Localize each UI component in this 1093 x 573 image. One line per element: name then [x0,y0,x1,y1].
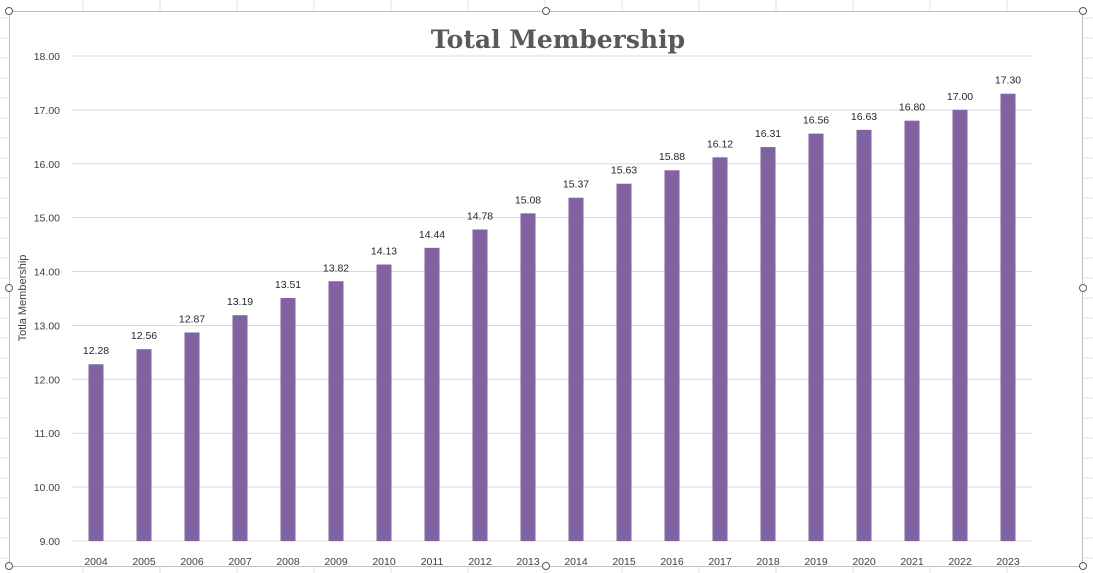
bar[interactable] [232,315,248,541]
resize-handle-bottom-center[interactable] [542,562,550,570]
bar[interactable] [136,349,152,541]
data-label: 16.12 [707,138,733,150]
bar[interactable] [1000,93,1016,541]
x-tick-label: 2007 [228,556,252,568]
data-label: 12.87 [179,313,205,325]
bar[interactable] [808,133,824,541]
data-label: 14.13 [371,246,397,258]
x-tick-label: 2005 [132,556,156,568]
data-label: 12.56 [131,330,157,342]
y-tick-label: 12.00 [34,374,60,386]
data-labels: 12.28 12.56 12.87 13.19 13.51 13.82 14.13 14.44… [83,75,1021,358]
bar[interactable] [904,120,920,542]
bar[interactable] [520,213,536,541]
data-label: 16.63 [851,111,877,123]
x-tick-label: 2011 [421,556,444,568]
y-axis-ticks: 9.00 10.00 11.00 12.00 13.00 14.00 15.00 16.00 1… [34,51,60,548]
bar[interactable] [568,197,584,541]
data-label: 12.28 [83,345,109,357]
y-tick-label: 13.00 [34,320,60,332]
x-tick-label: 2004 [84,556,108,568]
x-tick-label: 2014 [564,556,588,568]
y-tick-label: 14.00 [34,267,60,279]
x-axis-ticks: 2004 2005 2006 2007 2008 2009 2010 2011 2012 2013… [84,556,1020,568]
bar[interactable] [280,297,296,541]
data-label: 17.30 [995,75,1021,87]
bar[interactable] [184,332,200,541]
bar[interactable] [712,157,728,542]
data-label: 15.08 [515,194,541,206]
bar[interactable] [328,281,344,541]
data-label: 17.00 [947,91,973,103]
x-tick-label: 2018 [756,556,780,568]
bar[interactable] [88,364,104,541]
x-tick-label: 2010 [372,556,396,568]
bar[interactable] [760,147,776,542]
x-tick-label: 2009 [324,556,348,568]
data-label: 16.80 [899,102,925,114]
y-axis-title: Totla Membership [17,255,29,342]
data-label: 13.19 [227,296,253,308]
bar[interactable] [856,129,872,542]
x-tick-label: 2016 [660,556,684,568]
chart-gridlines [72,55,1032,542]
data-label: 13.82 [323,262,349,274]
y-tick-label: 17.00 [34,105,60,117]
resize-handle-top-center[interactable] [542,7,550,15]
data-label: 14.44 [419,229,445,241]
resize-handle-top-right[interactable] [1079,7,1087,15]
bar[interactable] [952,109,968,541]
x-tick-label: 2015 [612,556,636,568]
data-label: 15.88 [659,151,685,163]
data-label: 15.63 [611,165,637,177]
resize-handle-middle-right[interactable] [1079,284,1087,292]
data-label: 16.31 [755,128,781,140]
x-tick-label: 2006 [180,556,204,568]
resize-handle-bottom-right[interactable] [1079,562,1087,570]
bar-series[interactable] [88,93,1016,542]
x-tick-label: 2017 [708,556,732,568]
data-label: 16.56 [803,115,829,127]
y-tick-label: 11.00 [35,428,61,440]
data-label: 13.51 [275,279,301,291]
x-tick-label: 2020 [852,556,876,568]
bar[interactable] [616,183,632,541]
data-label: 15.37 [563,179,589,191]
y-tick-label: 18.00 [34,51,60,63]
x-tick-label: 2021 [900,556,924,568]
bar[interactable] [376,264,392,541]
y-tick-label: 15.00 [34,213,60,225]
y-tick-label: 10.00 [34,482,60,494]
x-tick-label: 2013 [516,556,540,568]
resize-handle-middle-left[interactable] [5,284,13,292]
bar[interactable] [472,229,488,541]
y-tick-label: 9.00 [40,536,61,548]
resize-handle-top-left[interactable] [5,7,13,15]
data-label: 14.78 [467,211,493,223]
x-tick-label: 2023 [996,556,1020,568]
resize-handle-bottom-left[interactable] [5,562,13,570]
bar[interactable] [424,247,440,541]
x-tick-label: 2008 [276,556,300,568]
x-tick-label: 2019 [804,556,828,568]
chart-title: Total Membership [431,25,685,54]
bar[interactable] [664,170,680,541]
x-tick-label: 2012 [468,556,492,568]
x-tick-label: 2022 [948,556,972,568]
y-tick-label: 16.00 [34,159,60,171]
